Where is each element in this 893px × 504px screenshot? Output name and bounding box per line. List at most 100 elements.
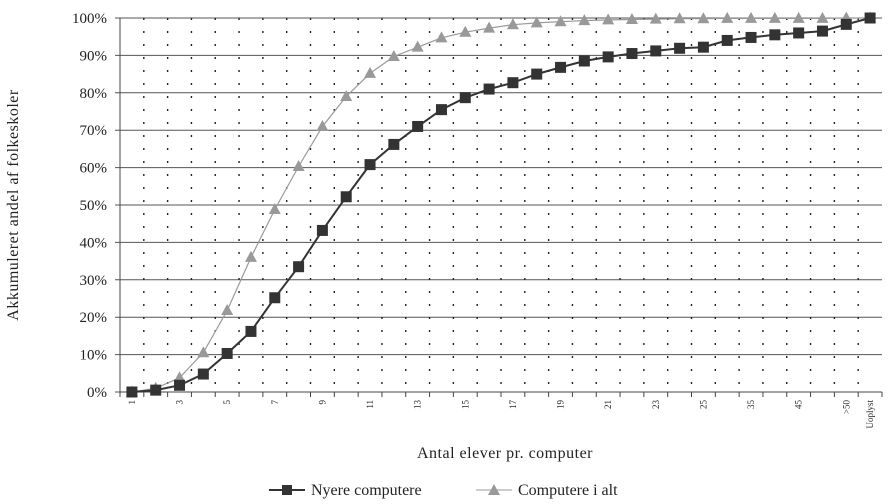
- point-nyere-computere: [293, 261, 305, 273]
- point-nyere-computere: [507, 77, 519, 89]
- point-computere-i-alt: [697, 12, 710, 24]
- point-nyere-computere: [864, 12, 876, 24]
- point-computere-i-alt: [625, 12, 638, 24]
- y-tick-label: 60%: [80, 161, 108, 177]
- point-computere-i-alt: [244, 250, 257, 262]
- point-nyere-computere: [578, 55, 590, 67]
- point-nyere-computere: [126, 386, 138, 398]
- point-nyere-computere: [626, 48, 638, 60]
- legend-label-nyere: Nyere computere: [311, 482, 422, 499]
- point-computere-i-alt: [721, 11, 734, 23]
- y-tick-label: 30%: [80, 273, 108, 289]
- point-computere-i-alt: [292, 159, 305, 171]
- y-tick-label: 50%: [80, 198, 108, 214]
- y-axis-title: Akkumuleret andel af folkeskoler: [5, 89, 22, 321]
- point-nyere-computere: [435, 104, 447, 116]
- legend-marker-nyere: [282, 485, 292, 495]
- point-nyere-computere: [769, 29, 781, 41]
- legend: Nyere computere Computere i alt: [269, 482, 618, 499]
- point-nyere-computere: [650, 45, 662, 57]
- point-nyere-computere: [793, 27, 805, 39]
- point-computere-i-alt: [459, 25, 472, 37]
- point-nyere-computere: [269, 292, 281, 304]
- point-nyere-computere: [150, 384, 162, 396]
- x-tick-label: 35: [746, 400, 756, 410]
- x-tick-label: 13: [413, 400, 423, 410]
- x-tick-label: 23: [651, 400, 661, 410]
- x-tick-label: 15: [460, 400, 470, 410]
- point-nyere-computere: [316, 224, 328, 236]
- point-nyere-computere: [816, 25, 828, 37]
- point-computere-i-alt: [554, 15, 567, 27]
- point-computere-i-alt: [792, 11, 805, 23]
- point-nyere-computere: [555, 61, 567, 73]
- point-nyere-computere: [197, 368, 209, 380]
- x-tick-label: 1: [127, 400, 137, 405]
- point-computere-i-alt: [578, 14, 591, 26]
- point-computere-i-alt: [649, 12, 662, 24]
- point-computere-i-alt: [602, 13, 615, 25]
- point-nyere-computere: [483, 83, 495, 95]
- point-computere-i-alt: [197, 346, 210, 358]
- point-computere-i-alt: [768, 11, 781, 23]
- x-tick-label: 9: [317, 400, 327, 405]
- legend-item-computere-i-alt: Computere i alt: [476, 482, 618, 499]
- point-nyere-computere: [459, 92, 471, 104]
- point-computere-i-alt: [364, 66, 377, 78]
- point-computere-i-alt: [506, 18, 519, 30]
- point-nyere-computere: [531, 68, 543, 80]
- point-nyere-computere: [721, 34, 733, 46]
- point-computere-i-alt: [221, 303, 234, 315]
- x-tick-label: 17: [508, 400, 518, 410]
- point-nyere-computere: [340, 191, 352, 203]
- point-computere-i-alt: [435, 31, 448, 43]
- x-tick-label: 19: [556, 400, 566, 410]
- y-tick-label: 70%: [80, 123, 108, 139]
- x-tick-label: 11: [365, 400, 375, 409]
- point-computere-i-alt: [530, 16, 543, 28]
- x-tick-label: 21: [603, 400, 613, 409]
- y-tick-label: 0%: [87, 385, 107, 401]
- y-tick-label: 40%: [80, 235, 108, 251]
- point-nyere-computere: [674, 42, 686, 54]
- y-tick-labels: 0% 10% 20% 30% 40% 50% 60% 70% 80% 90% 100%: [72, 11, 107, 401]
- point-computere-i-alt: [316, 119, 329, 131]
- point-nyere-computere: [221, 347, 233, 359]
- point-computere-i-alt: [411, 40, 424, 52]
- point-nyere-computere: [697, 41, 709, 53]
- x-tick-label: Uoplyst: [865, 400, 875, 429]
- x-tick-label: >50: [841, 400, 851, 415]
- point-nyere-computere: [174, 379, 186, 391]
- legend-marker-computere: [488, 484, 500, 495]
- point-nyere-computere: [388, 138, 400, 150]
- x-tick-labels: 1 3 5 7 9 11 13 15 17 19 21 23 25 35 45 >50 Uoplyst: [127, 400, 875, 429]
- x-tick-label: 7: [270, 400, 280, 405]
- y-tick-label: 10%: [80, 348, 108, 364]
- x-tick-label: 25: [698, 400, 708, 410]
- point-nyere-computere: [840, 18, 852, 30]
- point-nyere-computere: [745, 31, 757, 43]
- point-nyere-computere: [602, 51, 614, 63]
- point-nyere-computere: [412, 120, 424, 132]
- y-tick-label: 20%: [80, 310, 108, 326]
- x-axis-title: Antal elever pr. computer: [417, 445, 593, 462]
- point-computere-i-alt: [816, 11, 829, 23]
- legend-label-computere: Computere i alt: [518, 482, 618, 499]
- point-computere-i-alt: [387, 50, 400, 62]
- line-computere-i-alt: [131, 17, 871, 393]
- series-markers: [125, 11, 877, 398]
- point-nyere-computere: [364, 159, 376, 171]
- point-nyere-computere: [245, 325, 257, 337]
- point-computere-i-alt: [340, 90, 353, 102]
- y-tick-label: 100%: [72, 11, 107, 27]
- chart-axes: [119, 18, 883, 397]
- point-computere-i-alt: [268, 202, 281, 214]
- y-tick-label: 90%: [80, 48, 108, 64]
- x-tick-label: 5: [222, 400, 232, 405]
- x-tick-label: 45: [794, 400, 804, 410]
- point-computere-i-alt: [483, 21, 496, 33]
- y-tick-label: 80%: [80, 86, 108, 102]
- x-tick-label: 3: [175, 400, 185, 405]
- point-computere-i-alt: [173, 371, 186, 383]
